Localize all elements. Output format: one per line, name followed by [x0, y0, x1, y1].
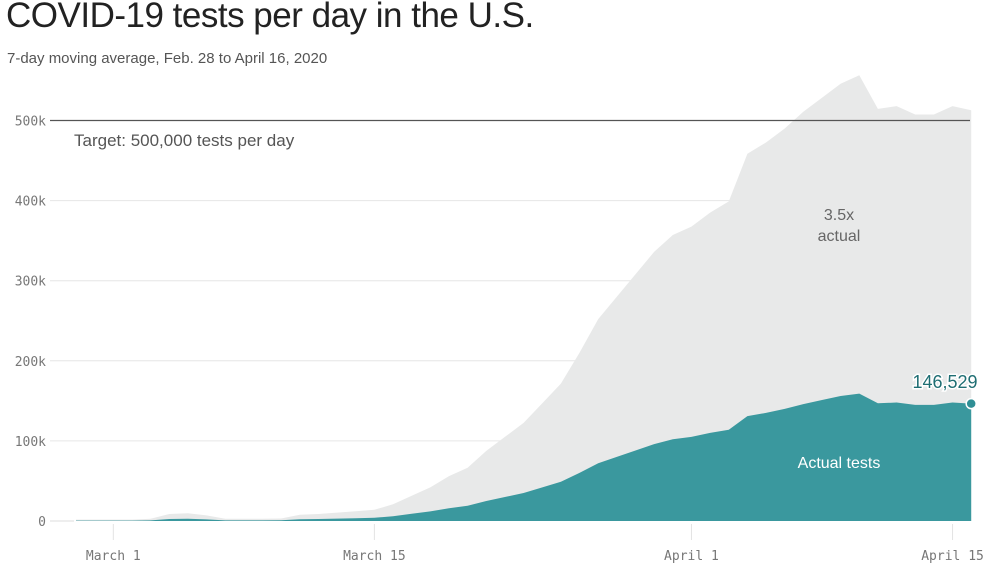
x-tick-label: March 15 — [343, 549, 406, 563]
gray-label-actual: actual — [818, 228, 861, 245]
y-tick-label: 300k — [15, 275, 46, 290]
chart-title: COVID-19 tests per day in the U.S. — [6, 0, 534, 35]
y-tick-label: 200k — [15, 355, 46, 370]
area-3-5x-actual — [76, 75, 972, 521]
y-tick-label: 500k — [15, 115, 46, 130]
x-tick-label: April 1 — [664, 549, 719, 563]
y-tick-label: 400k — [15, 195, 46, 210]
x-tick-label: April 15 — [921, 549, 984, 563]
chart-subtitle: 7-day moving average, Feb. 28 to April 1… — [7, 50, 328, 67]
actual-tests-label: Actual tests — [798, 455, 881, 472]
y-tick-label: 100k — [15, 435, 46, 450]
last-value-dot — [965, 397, 977, 410]
y-tick-label: 0 — [38, 515, 46, 530]
last-value-label: 146,529 — [912, 372, 977, 392]
gray-label-multiplier: 3.5x — [824, 207, 854, 224]
area-actual-tests — [76, 393, 972, 521]
x-tick-label: March 1 — [86, 549, 141, 563]
target-label: Target: 500,000 tests per day — [74, 131, 295, 150]
